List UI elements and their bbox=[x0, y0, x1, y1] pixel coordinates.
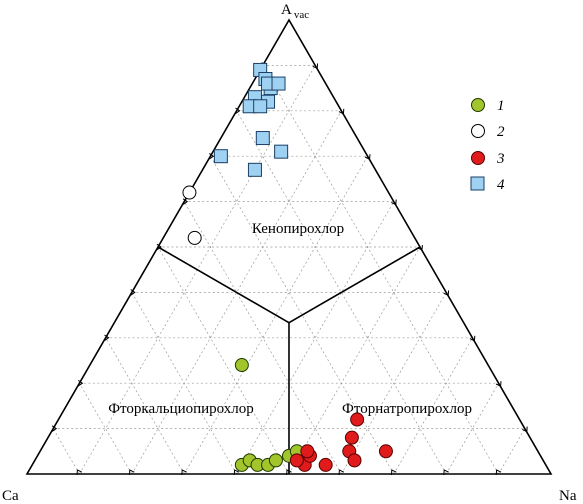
grid-line-na bbox=[498, 428, 526, 475]
data-point-group-4 bbox=[255, 131, 270, 146]
vertex-label-left: Ca bbox=[2, 488, 19, 504]
data-point-group-1 bbox=[234, 358, 249, 373]
grid-line-ca bbox=[131, 292, 237, 475]
data-point-group-3 bbox=[289, 453, 304, 468]
region-label-fluornatropyrochlore: Фторнатропирохлор bbox=[342, 401, 472, 417]
data-point-group-2 bbox=[187, 230, 202, 245]
legend-marker-1 bbox=[471, 98, 485, 112]
legend: 1 2 3 4 bbox=[470, 98, 505, 193]
data-point-group-4 bbox=[247, 162, 262, 177]
grid-line-ca bbox=[52, 428, 80, 475]
boundary-line bbox=[157, 246, 290, 324]
data-point-group-3 bbox=[350, 412, 365, 427]
legend-label-2: 2 bbox=[497, 124, 505, 140]
data-point-group-4 bbox=[253, 99, 268, 114]
grid-line-ca bbox=[105, 337, 185, 475]
data-point-group-3 bbox=[300, 444, 315, 459]
grid-line-na bbox=[393, 337, 473, 475]
legend-marker-2 bbox=[471, 124, 485, 138]
legend-marker-3 bbox=[471, 151, 485, 165]
grid-line-ca bbox=[183, 201, 342, 475]
boundary-line bbox=[288, 246, 421, 324]
legend-marker-4 bbox=[470, 176, 485, 191]
grid-line-ca bbox=[79, 383, 133, 475]
data-point-group-4 bbox=[274, 144, 289, 159]
data-point-group-3 bbox=[344, 430, 359, 445]
data-point-group-4 bbox=[213, 149, 228, 164]
grid-line-ca bbox=[157, 246, 290, 475]
data-point-group-4 bbox=[271, 76, 286, 91]
grid-line-na bbox=[445, 383, 499, 475]
data-points bbox=[182, 62, 393, 472]
region-label-fluorcalciopyrochlore: Фторкальциопирохлор bbox=[108, 401, 254, 417]
grid-line-na bbox=[236, 201, 395, 475]
data-point-group-3 bbox=[378, 444, 393, 459]
legend-label-1: 1 bbox=[497, 98, 505, 114]
grid-line-na bbox=[341, 292, 447, 475]
grid-line-na bbox=[288, 246, 421, 475]
data-point-group-3 bbox=[318, 457, 333, 472]
legend-label-4: 4 bbox=[497, 177, 505, 193]
vertex-label-right: Na bbox=[559, 488, 577, 504]
data-point-group-1 bbox=[268, 453, 283, 468]
region-label-kenopyrochlore: Кенопирохлор bbox=[252, 221, 344, 237]
data-point-group-3 bbox=[347, 453, 362, 468]
legend-label-3: 3 bbox=[496, 151, 505, 167]
field-boundaries bbox=[157, 246, 421, 475]
data-point-group-2 bbox=[182, 185, 197, 200]
